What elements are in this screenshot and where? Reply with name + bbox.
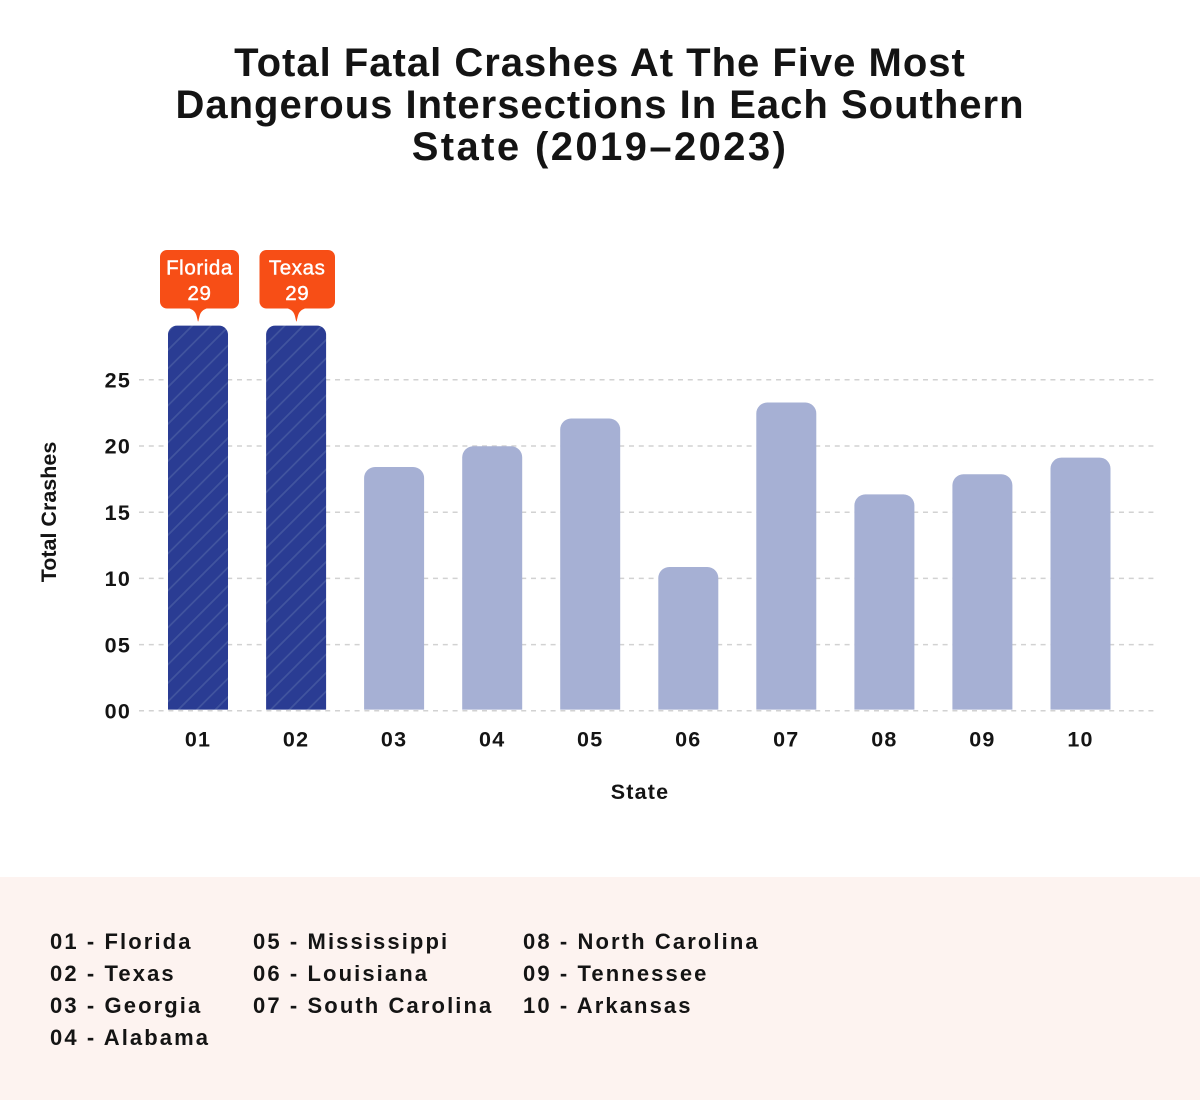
svg-text:Texas: Texas: [269, 257, 326, 280]
svg-text:29: 29: [187, 282, 211, 305]
svg-text:06: 06: [675, 728, 701, 752]
svg-text:10: 10: [105, 567, 131, 591]
svg-text:Florida: Florida: [166, 257, 233, 280]
svg-text:05: 05: [105, 633, 131, 657]
svg-text:03: 03: [381, 728, 407, 752]
svg-text:02: 02: [283, 728, 309, 752]
svg-text:07: 07: [773, 728, 799, 752]
svg-text:29: 29: [285, 282, 309, 305]
svg-text:04: 04: [479, 728, 505, 752]
svg-text:01: 01: [185, 728, 211, 752]
svg-text:Total Crashes: Total Crashes: [37, 442, 61, 583]
svg-text:10: 10: [1067, 728, 1093, 752]
svg-text:25: 25: [105, 369, 131, 393]
svg-text:05: 05: [577, 728, 603, 752]
svg-text:20: 20: [105, 435, 131, 459]
svg-text:08: 08: [871, 728, 897, 752]
svg-text:15: 15: [105, 501, 131, 525]
svg-text:State: State: [611, 780, 670, 804]
svg-text:09: 09: [969, 728, 995, 752]
svg-text:00: 00: [105, 700, 131, 724]
